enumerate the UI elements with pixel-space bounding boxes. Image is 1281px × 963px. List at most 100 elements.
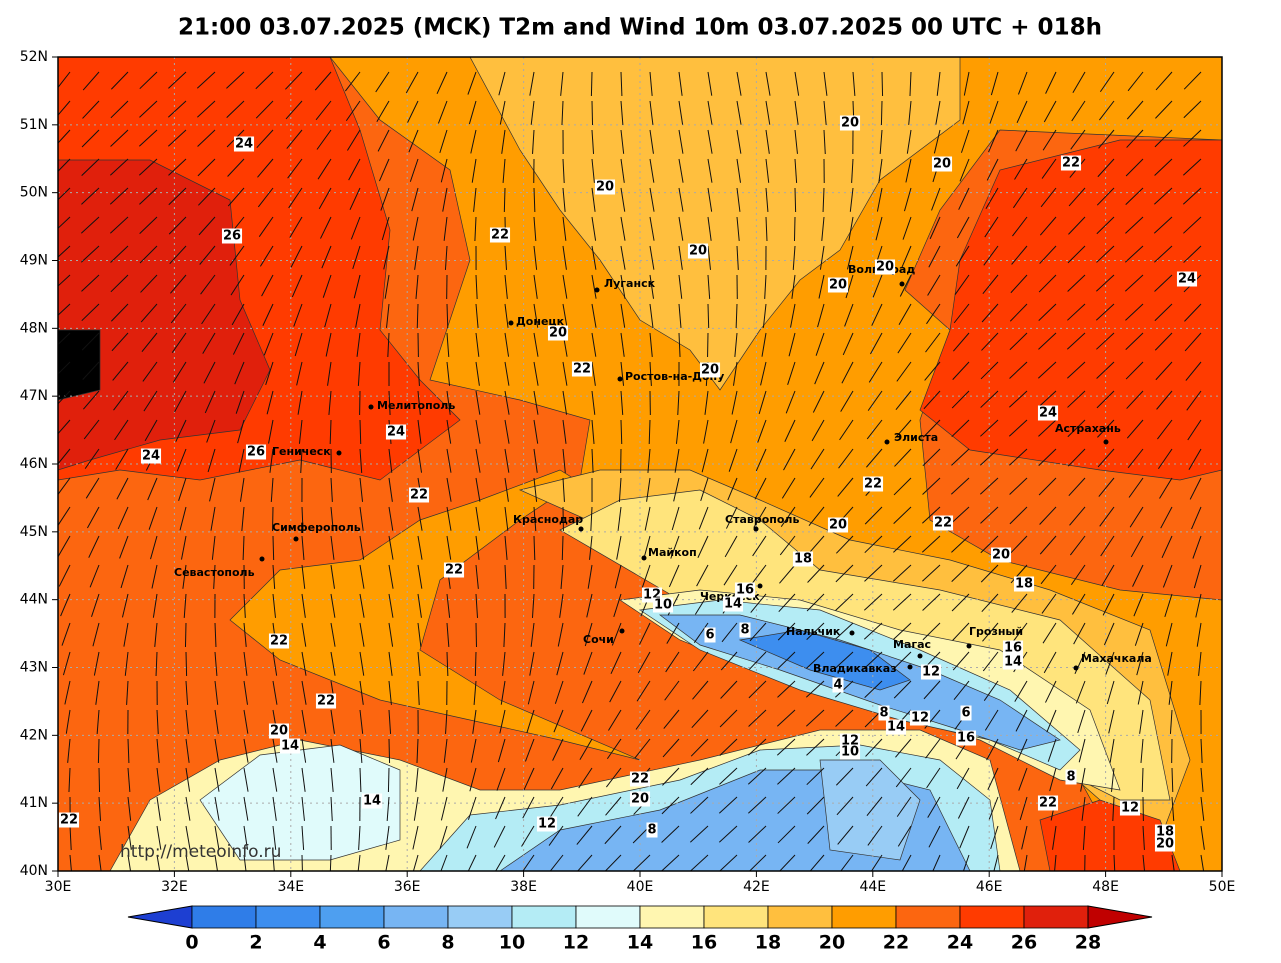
contour-label-bg (990, 547, 1012, 563)
wind-barb (143, 390, 158, 412)
wind-barb (730, 419, 738, 444)
contour-label: 20 (596, 180, 614, 195)
title: 21:00 03.07.2025 (MCK) T2m and Wind 10m … (178, 15, 1102, 41)
wind-barb (584, 622, 593, 647)
wind-barb (562, 303, 568, 328)
contour-label-bg (878, 705, 890, 721)
wind-barb (765, 129, 770, 154)
wind-barb (1039, 216, 1057, 236)
wind-barb (1157, 419, 1173, 440)
wind-barb (412, 825, 419, 850)
wind-barb (58, 187, 71, 201)
wind-barb (562, 245, 567, 270)
wind-barb (1071, 100, 1086, 122)
wind-barb (985, 187, 999, 210)
contour-label-bg (874, 259, 896, 275)
wind-barb (765, 187, 769, 212)
wind-barb (1191, 506, 1202, 530)
contour-label-bg (221, 228, 243, 244)
wind-barb (349, 187, 361, 211)
wind-barb (671, 506, 680, 531)
wind-barb (963, 71, 970, 96)
wind-barb (806, 593, 825, 612)
contour-label: 26 (247, 445, 265, 460)
contour-label-bg (140, 448, 162, 464)
wind-barb (231, 303, 245, 326)
wind-barb (417, 506, 423, 531)
wind-barb (1009, 390, 1028, 408)
wind-barb (185, 796, 191, 821)
wind-barb (955, 245, 970, 267)
wind-barb (172, 361, 187, 383)
wind-barb (844, 303, 854, 327)
wind-barb (878, 158, 883, 183)
wind-barb (1184, 303, 1202, 322)
wind-barb (1109, 738, 1115, 763)
wind-barb (64, 680, 71, 705)
contour-label-bg (932, 515, 954, 531)
wind-barb (98, 854, 102, 871)
city-label: Грозный (969, 625, 1023, 638)
wind-barb (620, 129, 625, 154)
wind-barb (314, 71, 332, 91)
wind-barb (440, 854, 448, 871)
wind-barb (865, 767, 883, 787)
wind-barb (903, 187, 912, 212)
wind-barb (138, 129, 158, 147)
wind-barb (892, 593, 912, 611)
wind-barb (127, 796, 132, 821)
wind-barb (1142, 825, 1145, 850)
wind-barb (156, 796, 161, 821)
contour-label: 16 (736, 583, 754, 598)
wind-barb (502, 158, 506, 183)
wind-barb (317, 158, 332, 180)
wind-barb (620, 274, 626, 299)
colorbar-label: 26 (1011, 932, 1037, 954)
wind-barb (1069, 535, 1086, 556)
wind-barb (1042, 129, 1057, 151)
wind-barb (692, 680, 709, 700)
wind-barb (272, 535, 275, 561)
wind-barb (701, 448, 709, 473)
wind-barb (578, 767, 593, 789)
wind-barb (605, 767, 622, 788)
wind-barb (140, 274, 158, 293)
wind-barb (112, 361, 129, 381)
wind-barb (591, 245, 597, 270)
wind-barb (1106, 680, 1115, 705)
wind-barb (475, 303, 479, 328)
wind-barb (474, 651, 477, 677)
wind-barb (893, 651, 912, 670)
wind-barb (376, 100, 390, 122)
contour-label-bg (955, 730, 977, 746)
wind-barb (330, 767, 334, 792)
wind-barb (986, 738, 999, 761)
wind-barb (81, 129, 100, 148)
wind-barb (301, 854, 303, 871)
wind-barb (388, 738, 391, 764)
wind-barb (707, 100, 713, 125)
wind-barb (879, 129, 883, 154)
wind-barb (475, 477, 481, 502)
wind-barb (413, 796, 419, 821)
wind-barb (562, 216, 567, 241)
wind-barb (807, 535, 825, 555)
wind-barb (443, 216, 448, 241)
wind-barb (417, 390, 421, 415)
wind-barb (620, 361, 625, 386)
wind-barb (388, 622, 394, 647)
wind-barb (315, 100, 332, 121)
wind-barb (1081, 796, 1086, 821)
city-dot (907, 664, 913, 670)
wind-barb (209, 477, 216, 502)
wind-barb (723, 564, 738, 586)
wind-barb (764, 274, 767, 299)
wind-barb (718, 825, 738, 843)
wind-barb (414, 245, 419, 270)
wind-barb (1200, 738, 1203, 763)
wind-barb (835, 680, 854, 698)
wind-barb (388, 709, 392, 734)
wind-barb (1041, 593, 1057, 614)
wind-barb (576, 825, 593, 845)
contour-label: 8 (879, 706, 888, 721)
